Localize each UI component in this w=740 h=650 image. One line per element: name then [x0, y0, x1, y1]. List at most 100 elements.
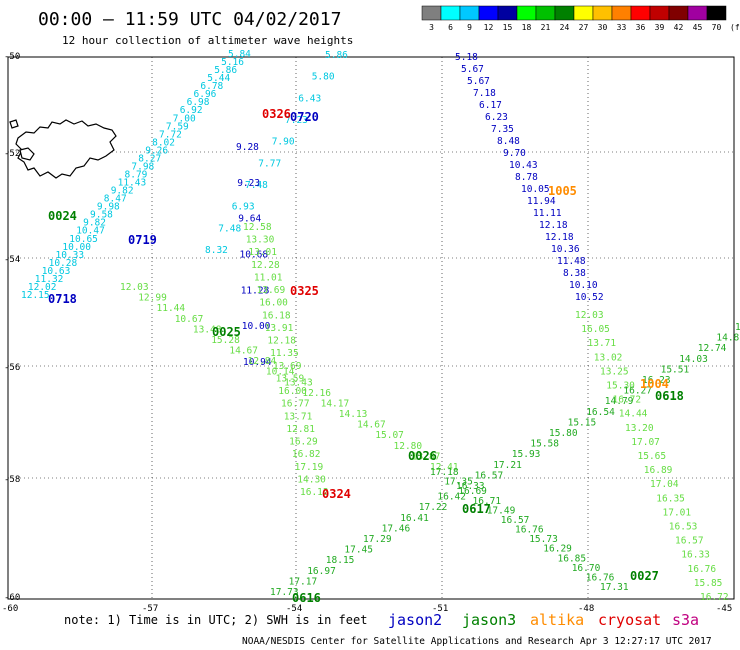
wave-height-value: 12.58	[243, 222, 272, 233]
wave-height-value: 17.04	[650, 479, 679, 490]
wave-height-value: 13.20	[625, 423, 654, 434]
map-subtitle: 12 hour collection of altimeter wave hei…	[62, 34, 353, 47]
wave-height-value: 10.10	[569, 280, 598, 291]
wave-height-value: 9.98	[97, 202, 120, 213]
wave-height-value: 15.58	[530, 439, 559, 450]
colorbar-tick: 9	[467, 23, 472, 32]
pass-time-label: 0719	[128, 233, 157, 247]
wave-height-value: 16.42	[437, 492, 466, 503]
wave-height-value: 10.94	[243, 357, 272, 368]
pass-time-label: 0616	[292, 591, 321, 605]
colorbar-swatch	[554, 5, 575, 21]
wave-height-value: 5.86	[214, 65, 237, 76]
wave-height-value: 10.52	[575, 292, 604, 303]
colorbar-swatch	[630, 5, 651, 21]
colorbar-tick: 33	[617, 23, 627, 32]
colorbar-swatch	[535, 5, 556, 21]
wave-height-value: 10.05	[521, 184, 550, 195]
pass-time-label: 0024	[48, 209, 77, 223]
wave-height-value: 8.47	[104, 194, 127, 205]
lon-label: -54	[286, 604, 302, 614]
colorbar-swatch	[611, 5, 632, 21]
wave-height-value: 8.79	[125, 170, 148, 181]
wave-height-value: 7.48	[218, 223, 241, 234]
wave-height-value: 12.18	[539, 220, 568, 231]
satellite-cryosat: cryosat	[598, 611, 661, 629]
lon-label: -45	[716, 604, 732, 614]
colorbar-tick: 45	[693, 23, 703, 32]
wave-height-value: 10.00	[242, 321, 271, 332]
wave-height-value: 11.48	[557, 256, 586, 267]
colorbar-swatch	[421, 5, 442, 21]
wave-height-value: 7.98	[131, 162, 154, 173]
wave-height-value: 7.90	[272, 137, 295, 148]
lat-label: -56	[4, 363, 20, 373]
wave-height-value: 5.84	[228, 49, 251, 60]
latitude-labels: -50 -52 -54 -56 -58 -60	[4, 52, 20, 603]
wave-height-value: 10.43	[509, 160, 538, 171]
wave-height-value: 15.28	[211, 335, 240, 346]
wave-height-value: 16.27	[623, 386, 652, 397]
wave-height-value: 16.41	[400, 513, 429, 524]
colorbar-tick: 30	[598, 23, 608, 32]
wave-height-value: 13.69	[273, 361, 302, 372]
wave-height-value: 16.33	[456, 481, 485, 492]
colorbar-tick: 12	[484, 23, 494, 32]
colorbar-tick: 6	[448, 23, 453, 32]
pass-time-label: 0617	[462, 502, 491, 516]
wave-height-value: 14.03	[679, 354, 708, 365]
wave-height-value: 7.72	[159, 129, 182, 140]
wave-height-value: 12.28	[251, 260, 280, 271]
wave-height-value: 8.02	[152, 137, 175, 148]
wave-height-value: 12.80	[394, 441, 423, 452]
colorbar-tick: 24	[560, 23, 570, 32]
wave-height-value: 17.21	[493, 460, 522, 471]
wave-height-value: 16.77	[281, 399, 310, 410]
wave-height-value: 16.00	[259, 298, 288, 309]
wave-height-value: 13.69	[257, 285, 286, 296]
pass-time-label: 0324	[322, 487, 351, 501]
wave-height-value: 9.23	[237, 178, 260, 189]
wave-height-value: 17.17	[289, 576, 318, 587]
wave-height-value: 10.14	[266, 367, 295, 378]
wave-height-value: 5.44	[207, 73, 230, 84]
wave-height-value: 12.16	[302, 388, 331, 399]
pass-time-label: 0025	[212, 325, 241, 339]
wave-height-value: 10.63	[42, 266, 71, 277]
wave-height-value: 13.02	[594, 352, 623, 363]
wave-height-value: 13.91	[265, 323, 294, 334]
colorbar-swatch	[668, 5, 689, 21]
wave-height-value: 16.57	[675, 536, 704, 547]
wave-height-value: 11.01	[254, 273, 283, 284]
satellite-legend: jason2 jason3 altika cryosat s3a	[388, 611, 699, 629]
wave-height-value: 16.76	[515, 525, 544, 536]
wave-height-value: 7.77	[258, 158, 281, 169]
wave-height-value: 16.76	[688, 564, 717, 575]
colorbar-swatch	[706, 5, 727, 21]
wave-height-value: 14.13	[339, 409, 368, 420]
wave-height-value: 16.53	[669, 522, 698, 533]
wave-height-value: 16.29	[289, 437, 318, 448]
wave-height-value: 7.00	[173, 113, 196, 124]
wave-height-value: 10.00	[62, 242, 91, 253]
wave-height-value: 17.73	[270, 587, 299, 598]
colorbar-swatch	[516, 5, 537, 21]
wave-height-value: 14.67	[229, 346, 258, 357]
lon-label: -60	[2, 604, 18, 614]
wave-height-value: 17.01	[663, 507, 692, 518]
wave-height-value: 12.41	[430, 462, 459, 473]
footer-credit: NOAA/NESDIS Center for Satellite Applica…	[242, 636, 574, 647]
wave-height-value: 13.87	[412, 451, 441, 462]
colorbar-tick: 42	[674, 23, 684, 32]
wave-height-value: 17.22	[419, 502, 448, 513]
wave-height-value: 16.72	[613, 395, 642, 406]
wave-height-value: 5.18	[455, 52, 478, 63]
wave-height-value: 12.18	[545, 232, 574, 243]
lon-label: -57	[142, 604, 158, 614]
wave-height-value: 16.23	[642, 375, 671, 386]
wave-height-value: 10.67	[175, 314, 204, 325]
colorbar-swatch	[459, 5, 480, 21]
wave-height-value: 9.58	[90, 210, 113, 221]
wave-height-value: 11.43	[118, 178, 147, 189]
